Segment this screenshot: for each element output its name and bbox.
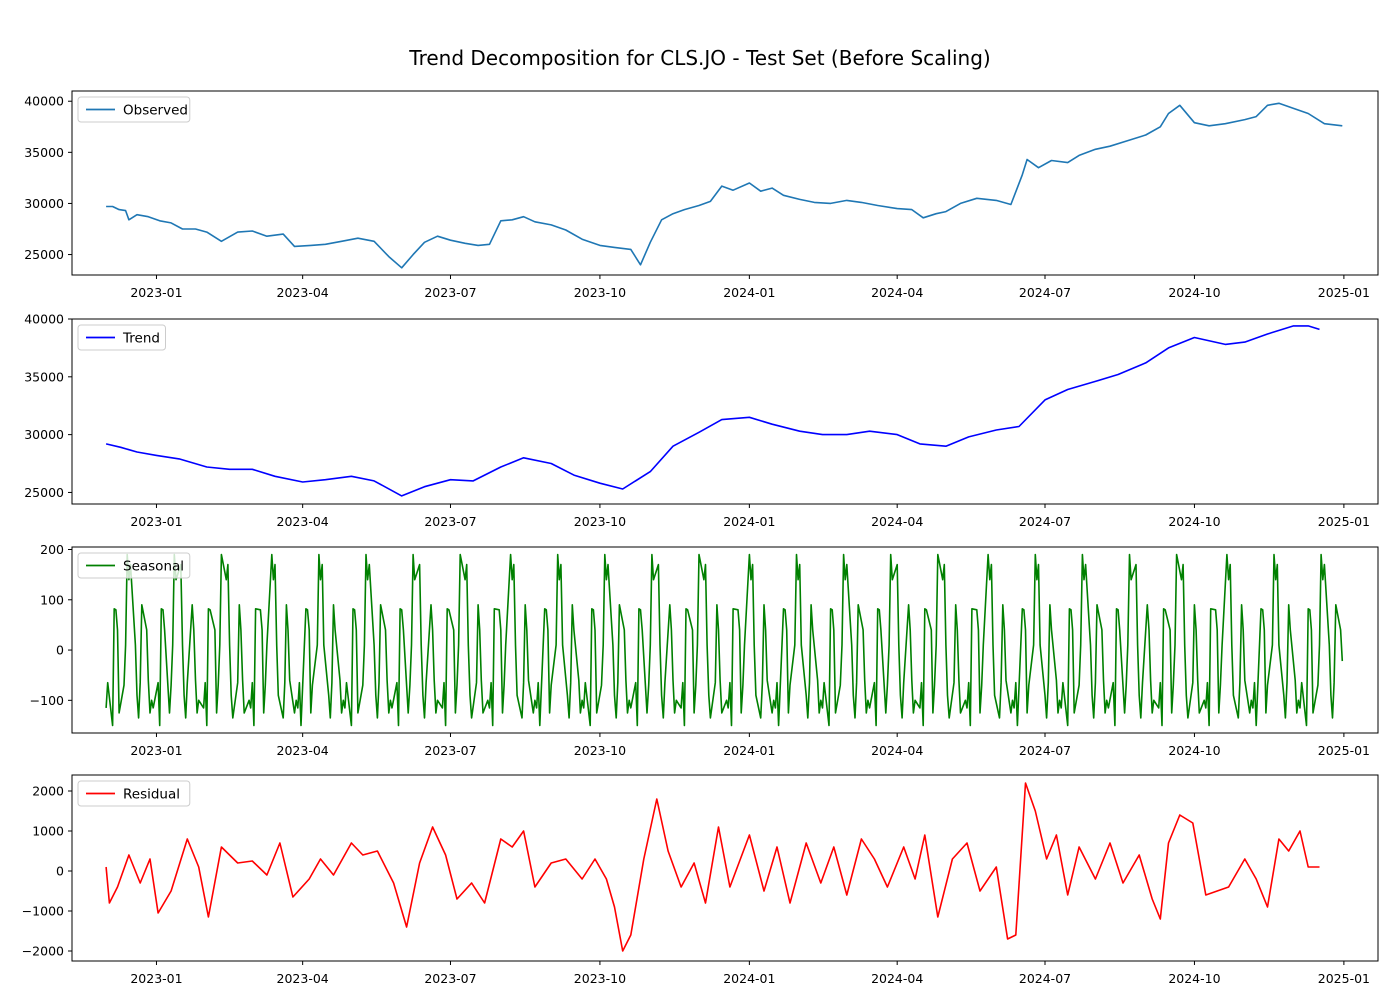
seasonal-xtick-label: 2024-07 [1019, 743, 1071, 758]
observed-xtick-label: 2025-01 [1318, 285, 1370, 300]
trend-xtick-label: 2024-01 [723, 514, 775, 529]
observed-xtick-label: 2023-10 [574, 285, 626, 300]
trend-xtick-label: 2023-04 [277, 514, 329, 529]
trend-xtick-label: 2024-04 [871, 514, 923, 529]
observed-ytick-label: 35000 [24, 145, 64, 160]
residual-xtick-label: 2025-01 [1318, 971, 1370, 986]
residual-xtick-label: 2024-04 [871, 971, 923, 986]
observed-xtick-label: 2024-04 [871, 285, 923, 300]
observed-legend-label: Observed [123, 103, 188, 119]
trend-xtick-label: 2024-07 [1019, 514, 1071, 529]
seasonal-xtick-label: 2025-01 [1318, 743, 1370, 758]
figure-title: Trend Decomposition for CLS.JO - Test Se… [408, 46, 990, 70]
seasonal-axes-frame [71, 546, 1379, 734]
residual-ytick-label: 0 [56, 864, 64, 879]
trend-xtick-label: 2023-01 [130, 514, 182, 529]
seasonal-xtick-label: 2024-10 [1168, 743, 1220, 758]
panel-seasonal: −100 0 100 200 2023-01 2023-04 2023-07 2023-10 2… [30, 542, 1379, 758]
trend-xtick-label: 2024-10 [1168, 514, 1220, 529]
seasonal-xtick-label: 2023-01 [130, 743, 182, 758]
trend-ytick-label: 35000 [24, 369, 64, 384]
observed-axes-frame [71, 90, 1379, 276]
observed-ytick-label: 25000 [24, 247, 64, 262]
observed-xtick-label: 2024-10 [1168, 285, 1220, 300]
residual-xtick-label: 2023-07 [424, 971, 476, 986]
trend-xtick-label: 2025-01 [1318, 514, 1370, 529]
trend-xtick-label: 2023-10 [574, 514, 626, 529]
observed-xtick-label: 2023-01 [130, 285, 182, 300]
observed-ytick-label: 30000 [24, 196, 64, 211]
seasonal-xtick-label: 2024-04 [871, 743, 923, 758]
observed-xtick-label: 2023-04 [277, 285, 329, 300]
panel-observed: 25000 30000 35000 40000 2023-01 2023-04 2023-0… [24, 90, 1379, 300]
observed-xtick-label: 2024-01 [723, 285, 775, 300]
seasonal-ytick-label: −100 [30, 693, 64, 708]
residual-ytick-label: −1000 [22, 904, 64, 919]
trend-xtick-label: 2023-07 [424, 514, 476, 529]
residual-xtick-label: 2024-01 [723, 971, 775, 986]
observed-xtick-label: 2023-07 [424, 285, 476, 300]
panel-trend: 25000 30000 35000 40000 2023-01 2023-04 2023-0… [24, 312, 1379, 529]
seasonal-series-line [105, 553, 1344, 727]
seasonal-ytick-label: 0 [56, 643, 64, 658]
seasonal-ytick-label: 200 [40, 542, 64, 557]
residual-axes-frame [71, 774, 1379, 962]
trend-ytick-label: 30000 [24, 427, 64, 442]
observed-ytick-label: 40000 [24, 94, 64, 109]
seasonal-legend-box [77, 552, 191, 579]
trend-ytick-label: 40000 [24, 312, 64, 327]
residual-ytick-label: −2000 [22, 944, 64, 959]
residual-xtick-label: 2023-04 [277, 971, 329, 986]
seasonal-xtick-label: 2024-01 [723, 743, 775, 758]
trend-ytick-label: 25000 [24, 485, 64, 500]
residual-legend-box [77, 780, 191, 807]
residual-xtick-label: 2024-10 [1168, 971, 1220, 986]
seasonal-xtick-label: 2023-10 [574, 743, 626, 758]
panel-residual: −2000 −1000 0 1000 2000 2023-01 2023-04 2023-07… [22, 774, 1379, 986]
observed-series-line [106, 102, 1343, 269]
observed-legend-box [77, 96, 191, 123]
residual-xtick-label: 2023-01 [130, 971, 182, 986]
seasonal-legend-label: Seasonal [123, 559, 184, 575]
residual-xtick-label: 2023-10 [574, 971, 626, 986]
observed-xtick-label: 2024-07 [1019, 285, 1071, 300]
seasonal-xtick-label: 2023-04 [277, 743, 329, 758]
seasonal-ytick-label: 100 [40, 592, 64, 607]
residual-xtick-label: 2024-07 [1019, 971, 1071, 986]
trend-legend-label: Trend [122, 331, 160, 347]
trend-legend-box [77, 324, 166, 351]
residual-legend-label: Residual [123, 787, 180, 803]
residual-ytick-label: 1000 [32, 824, 64, 839]
residual-ytick-label: 2000 [32, 784, 64, 799]
trend-series-line [105, 325, 1320, 497]
trend-axes-frame [71, 318, 1379, 505]
residual-series-line [105, 782, 1320, 952]
seasonal-xtick-label: 2023-07 [424, 743, 476, 758]
